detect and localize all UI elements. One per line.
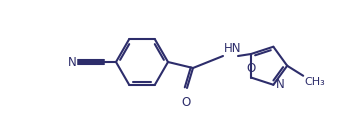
Text: HN: HN — [224, 42, 241, 55]
Text: O: O — [181, 96, 191, 109]
Text: N: N — [276, 78, 285, 91]
Text: N: N — [68, 55, 77, 68]
Text: O: O — [246, 62, 256, 75]
Text: CH₃: CH₃ — [304, 77, 325, 87]
